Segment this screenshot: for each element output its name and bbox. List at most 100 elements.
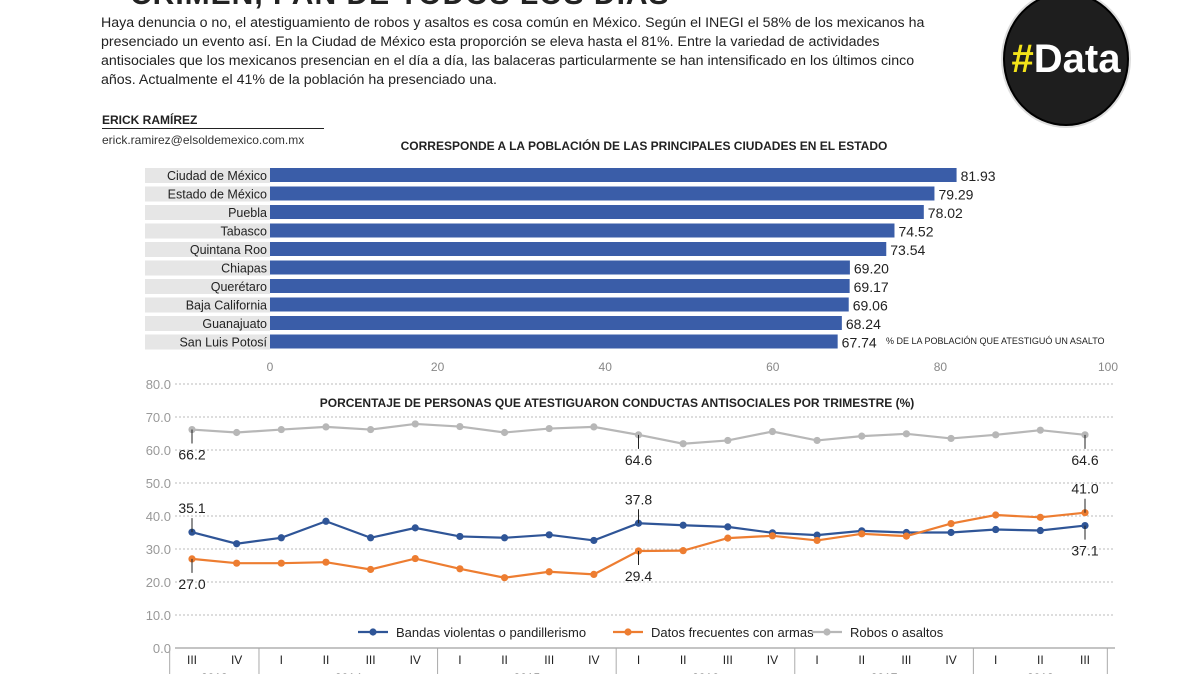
annotation-label: 27.0 bbox=[178, 576, 205, 592]
legend-marker bbox=[624, 628, 632, 636]
bar-label-bg bbox=[145, 242, 270, 257]
data-point bbox=[679, 440, 687, 448]
data-point bbox=[813, 531, 821, 539]
data-point bbox=[1036, 526, 1044, 535]
bar-label-bg bbox=[145, 297, 270, 313]
x-tick-quarter: III bbox=[1080, 653, 1090, 667]
data-point bbox=[679, 521, 687, 529]
bar-label-bg bbox=[145, 260, 270, 276]
bar-value-label: 78.02 bbox=[928, 205, 963, 221]
bar-label: Quintana Roo bbox=[190, 243, 267, 257]
bar-label-bg bbox=[145, 223, 270, 239]
data-point bbox=[992, 431, 1000, 439]
data-point bbox=[322, 558, 330, 566]
y-tick: 10.0 bbox=[146, 608, 171, 623]
data-point bbox=[947, 528, 955, 537]
x-tick-quarter: III bbox=[544, 653, 554, 667]
line-chart-title: PORCENTAJE DE PERSONAS QUE ATESTIGUARON … bbox=[320, 396, 914, 410]
data-point bbox=[322, 517, 330, 525]
bar-value-label: 79.29 bbox=[938, 187, 973, 203]
annotation-label: 37.8 bbox=[625, 491, 652, 507]
bar bbox=[270, 334, 838, 349]
data-point bbox=[858, 432, 866, 440]
data-point bbox=[545, 531, 553, 539]
data-point bbox=[724, 436, 732, 445]
bar-label: Baja California bbox=[186, 299, 267, 313]
data-point bbox=[1036, 513, 1044, 521]
bar-value-label: 69.20 bbox=[854, 261, 889, 277]
x-tick-quarter: IV bbox=[410, 653, 421, 667]
data-point bbox=[590, 570, 598, 579]
bar-label-bg bbox=[145, 279, 270, 294]
bar-x-tick: 20 bbox=[431, 360, 445, 374]
data-point bbox=[500, 534, 509, 542]
y-tick: 20.0 bbox=[146, 575, 171, 590]
x-tick-quarter: III bbox=[187, 653, 197, 667]
bar bbox=[270, 260, 850, 275]
data-point bbox=[902, 430, 911, 438]
bar-label-bg bbox=[145, 205, 270, 220]
data-point bbox=[545, 568, 553, 576]
data-point bbox=[411, 420, 419, 428]
y-tick: 60.0 bbox=[146, 443, 171, 458]
x-tick-quarter: III bbox=[366, 653, 376, 667]
x-tick-year: 2016 bbox=[692, 671, 719, 674]
y-tick: 70.0 bbox=[146, 410, 171, 425]
bar bbox=[270, 186, 935, 201]
data-point bbox=[500, 574, 509, 582]
data-point bbox=[367, 534, 375, 542]
bar bbox=[270, 168, 957, 182]
bar-x-axis-label: % DE LA POBLACIÓN QUE ATESTIGUÓ UN ASALT… bbox=[886, 336, 1105, 346]
data-point bbox=[679, 547, 687, 555]
data-point bbox=[768, 532, 777, 540]
x-tick-quarter: I bbox=[994, 653, 997, 667]
y-tick: 50.0 bbox=[146, 476, 171, 491]
data-logo: # Data bbox=[1003, 0, 1129, 126]
author-name: ERICK RAMÍREZ bbox=[102, 113, 324, 129]
data-point bbox=[367, 565, 375, 574]
annotation-label: 29.4 bbox=[625, 568, 652, 584]
bar-label-bg bbox=[145, 316, 270, 331]
x-tick-year: 2017 bbox=[871, 671, 898, 674]
x-tick-quarter: II bbox=[1037, 653, 1044, 667]
data-point bbox=[813, 536, 821, 545]
data-point bbox=[411, 554, 419, 563]
x-tick-quarter: I bbox=[637, 653, 640, 667]
bar-x-tick: 0 bbox=[267, 360, 274, 374]
annotation-label: 66.2 bbox=[178, 447, 205, 463]
x-tick-year: 2018 bbox=[1027, 671, 1054, 674]
y-tick: 80.0 bbox=[146, 377, 171, 392]
x-tick-quarter: IV bbox=[767, 653, 778, 667]
bar-label: Chiapas bbox=[221, 262, 267, 276]
bar-x-tick: 80 bbox=[934, 360, 948, 374]
data-point bbox=[188, 528, 196, 536]
bar-value-label: 68.24 bbox=[846, 316, 881, 332]
bar-label: Estado de México bbox=[168, 188, 267, 202]
bar bbox=[270, 316, 842, 330]
bar bbox=[270, 279, 850, 293]
x-tick-quarter: IV bbox=[231, 653, 242, 667]
intro-paragraph: Haya denuncia o no, el atestiguamiento d… bbox=[101, 15, 925, 88]
data-point bbox=[233, 540, 241, 548]
x-tick-quarter: IV bbox=[945, 653, 956, 667]
data-point bbox=[277, 559, 285, 567]
data-point bbox=[858, 530, 866, 538]
annotation-label: 37.1 bbox=[1071, 543, 1098, 559]
data-point bbox=[500, 428, 509, 437]
legend-label: Datos frecuentes con armas bbox=[651, 625, 814, 640]
bar bbox=[270, 297, 849, 312]
bar-value-label: 69.06 bbox=[853, 298, 888, 314]
annotation-label: 64.6 bbox=[1071, 452, 1098, 468]
data-point bbox=[947, 519, 955, 528]
bar-label-bg bbox=[145, 168, 270, 183]
bar bbox=[270, 223, 895, 238]
bar-label: Tabasco bbox=[220, 225, 267, 239]
y-tick: 40.0 bbox=[146, 509, 171, 524]
data-point bbox=[724, 523, 732, 531]
data-point bbox=[277, 425, 285, 434]
data-point bbox=[590, 536, 598, 545]
bar-label: Guanajuato bbox=[202, 317, 267, 331]
author-email[interactable]: erick.ramirez@elsoldemexico.com.mx bbox=[102, 133, 305, 147]
bar-chart-title: CORRESPONDE A LA POBLACIÓN DE LAS PRINCI… bbox=[401, 138, 888, 153]
data-point bbox=[456, 532, 464, 541]
